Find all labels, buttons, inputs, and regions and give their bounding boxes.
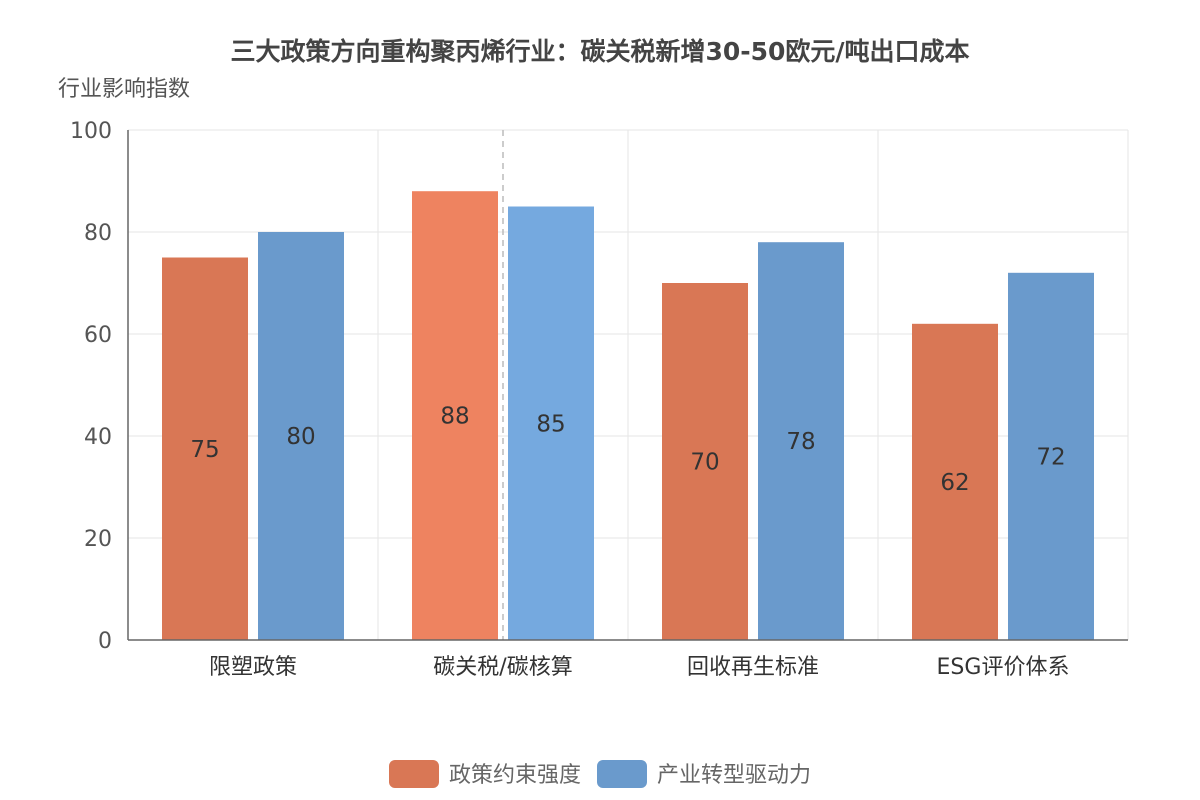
bar-s0-c1[interactable] [412,191,498,640]
legend-item-1[interactable]: 产业转型驱动力 [597,760,811,788]
x-tick-label: 碳关税/碳核算 [433,655,572,680]
y-tick-label: 20 [84,527,112,552]
data-label: 62 [940,470,969,496]
x-tick-label: ESG评价体系 [937,655,1070,680]
bar-s1-c2[interactable] [758,242,844,640]
x-tick-label: 限塑政策 [209,655,297,680]
data-label: 72 [1036,444,1065,470]
y-tick-label: 40 [84,425,112,450]
y-tick-label: 60 [84,323,112,348]
legend-swatch [389,760,439,788]
y-axis-label: 行业影响指数 [58,77,190,102]
legend-label: 产业转型驱动力 [657,763,811,788]
chart-title: 三大政策方向重构聚丙烯行业：碳关税新增30-50欧元/吨出口成本 [230,37,969,66]
x-tick-label: 回收再生标准 [687,655,819,680]
bar-s1-c0[interactable] [258,232,344,640]
legend: 政策约束强度 产业转型驱动力 [389,760,811,788]
y-tick-label: 100 [70,119,112,144]
data-label: 85 [536,411,565,437]
data-label: 75 [190,437,219,463]
legend-swatch [597,760,647,788]
bar-s1-c3[interactable] [1008,272,1094,640]
bar-s0-c0[interactable] [162,257,248,641]
data-label: 80 [286,424,315,450]
legend-item-0[interactable]: 政策约束强度 [389,760,581,788]
bar-s1-c1[interactable] [508,206,594,641]
axes: 0 20 40 60 80 100 限塑政策 碳关税/碳核算 回收再生标准 ESG评价体系 [70,119,1128,680]
bar-s0-c3[interactable] [912,323,998,640]
legend-label: 政策约束强度 [449,763,581,788]
bars: 75 80 88 85 70 78 62 72 [162,191,1094,640]
y-tick-label: 80 [84,221,112,246]
y-tick-label: 0 [98,629,112,654]
data-label: 70 [690,450,719,476]
bar-s0-c2[interactable] [662,283,748,640]
data-label: 78 [786,429,815,455]
data-label: 88 [440,404,469,430]
